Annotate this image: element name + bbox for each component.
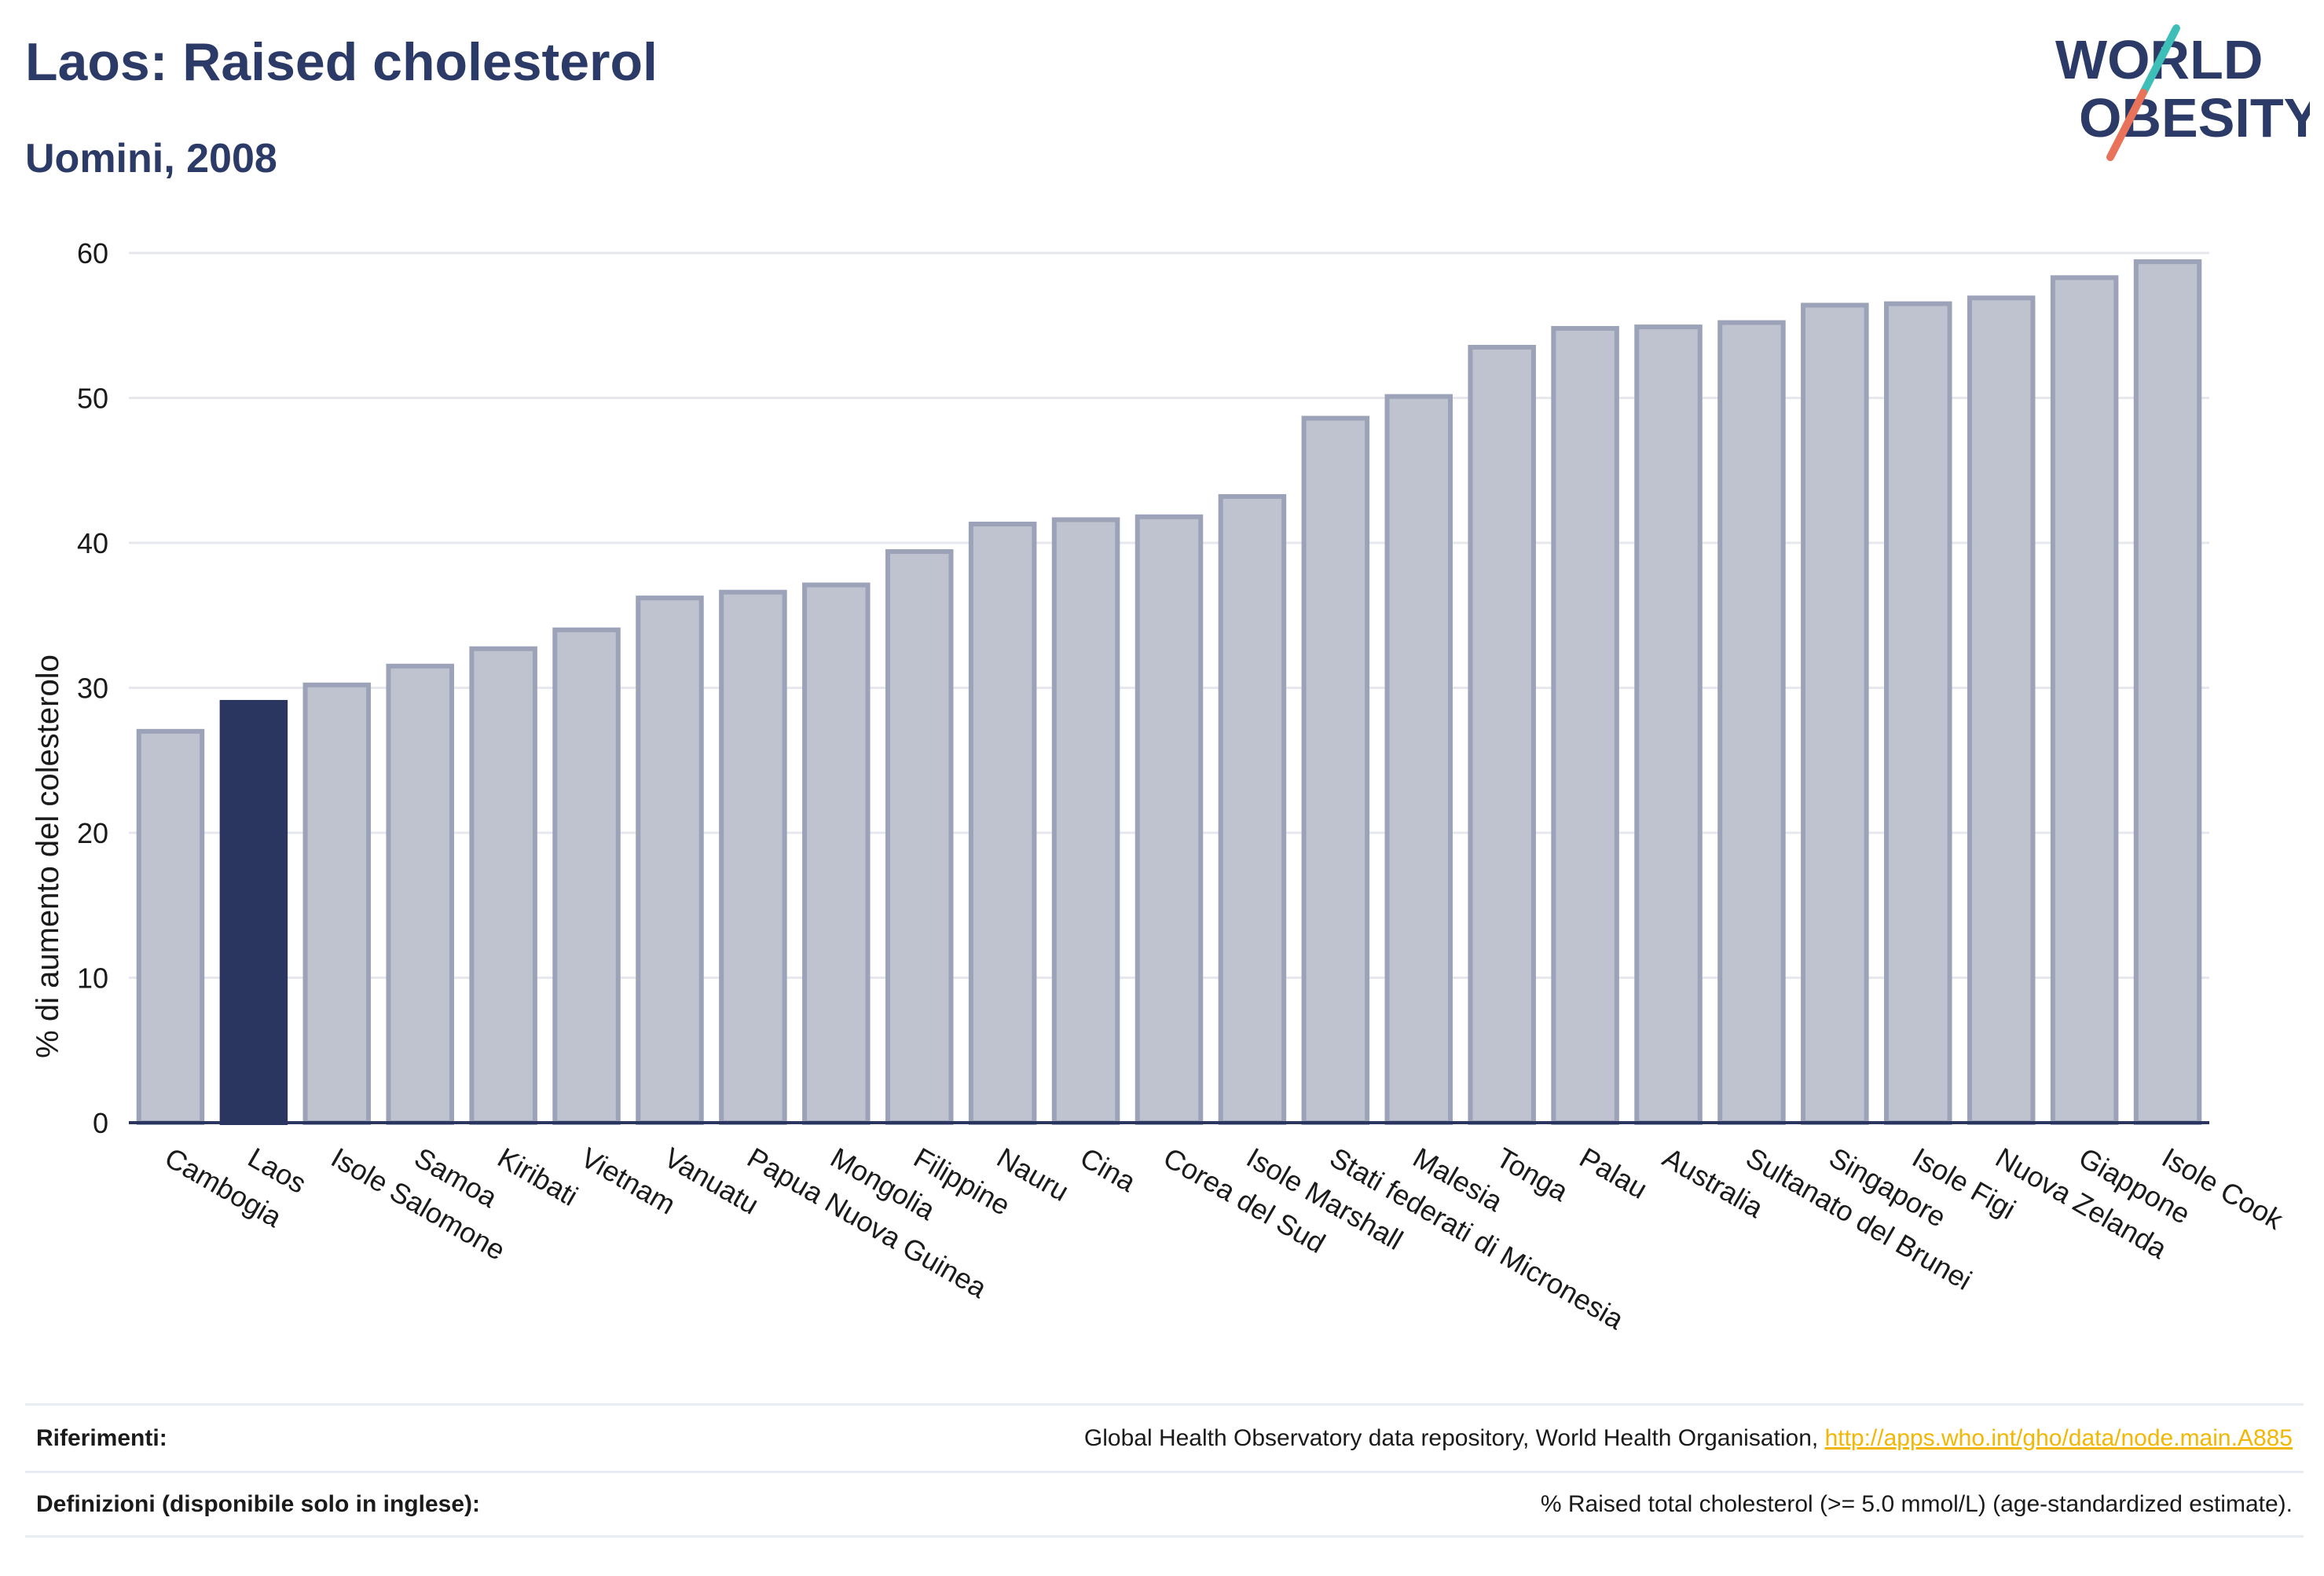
- bar-cina: [1051, 517, 1120, 1125]
- bar-giappone: [2050, 275, 2119, 1125]
- bar-isole-figi: [1884, 301, 1952, 1126]
- definitions-row: Definizioni (disponibile solo in inglese…: [25, 1472, 2304, 1537]
- bar-nauru: [968, 522, 1037, 1125]
- bar-cambogia: [136, 728, 205, 1125]
- x-tick-label: Kiribati: [493, 1141, 584, 1212]
- bar-malesia: [1384, 394, 1453, 1125]
- definitions-text: % Raised total cholesterol (>= 5.0 mmol/…: [1540, 1491, 2293, 1517]
- y-tick-label: 0: [93, 1107, 108, 1139]
- references-link[interactable]: http://apps.who.int/gho/data/node.main.A…: [1824, 1425, 2293, 1451]
- y-tick-label: 60: [77, 237, 108, 269]
- bar-vanuatu: [636, 596, 704, 1125]
- bar-vietnam: [552, 627, 621, 1125]
- bar-isole-salomone: [302, 682, 372, 1125]
- x-tick-label: Cina: [1075, 1141, 1142, 1198]
- chart-subtitle: Uomini, 2008: [25, 136, 277, 181]
- references-text: Global Health Observatory data repositor…: [1083, 1425, 1825, 1451]
- bar-papua-nuova-guinea: [719, 589, 787, 1125]
- bar-kiribati: [469, 646, 537, 1125]
- y-axis-label: % di aumento del colesterolo: [31, 654, 65, 1058]
- bar-singapore: [1801, 302, 1869, 1125]
- bar-corea-del-sud: [1135, 514, 1204, 1125]
- definitions-label: Definizioni (disponibile solo in inglese…: [36, 1491, 481, 1517]
- footer-divider-bottom: [25, 1535, 2304, 1538]
- y-tick-label: 50: [77, 383, 108, 415]
- y-tick-label: 40: [77, 527, 108, 559]
- chart-title: Laos: Raised cholesterol: [25, 32, 658, 92]
- bars: [136, 259, 2202, 1126]
- y-tick-label: 10: [77, 962, 108, 995]
- logo-slash-bottom: [2106, 89, 2147, 161]
- references-value: Global Health Observatory data repositor…: [1084, 1425, 2304, 1452]
- bar-sultanato-del-brunei: [1717, 320, 1786, 1125]
- y-axis-ticks: 0 10 20 30 40 50 60: [77, 237, 108, 1139]
- logo-slash-top: [2139, 24, 2180, 97]
- x-tick-label: Vietnam: [576, 1141, 681, 1220]
- x-tick-label: Palau: [1574, 1141, 1653, 1205]
- bar-isole-cook: [2133, 259, 2202, 1126]
- world-obesity-logo: WORLD OBESITY: [2055, 24, 2310, 161]
- bar-australia: [1634, 324, 1703, 1126]
- bar-filippine: [885, 549, 954, 1125]
- footer-divider-middle: [25, 1471, 2304, 1473]
- bar-stati-federati-di-micronesia: [1301, 416, 1370, 1125]
- y-tick-label: 30: [77, 673, 108, 705]
- bar-tonga: [1468, 344, 1536, 1125]
- y-tick-label: 20: [77, 817, 108, 849]
- bar-palau: [1551, 325, 1619, 1125]
- bar-laos: [219, 699, 288, 1125]
- references-label: Riferimenti:: [36, 1425, 167, 1451]
- bar-nuova-zelanda: [1967, 295, 2036, 1126]
- bar-samoa: [386, 663, 454, 1125]
- footer-divider-top: [25, 1403, 2304, 1406]
- x-tick-label: Vanuatu: [658, 1141, 764, 1220]
- bar-mongolia: [802, 582, 871, 1125]
- references-row: Riferimenti: Global Health Observatory d…: [25, 1406, 2304, 1471]
- bar-isole-marshall: [1218, 493, 1287, 1125]
